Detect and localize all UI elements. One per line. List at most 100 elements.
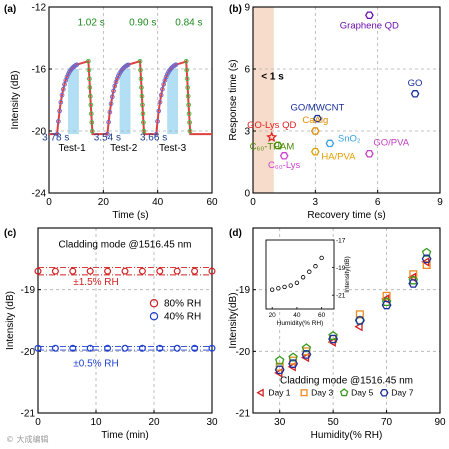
y-tick-label: -21 — [21, 409, 36, 420]
y-axis-label: Intensity(dB) — [344, 256, 351, 293]
data-point — [301, 343, 312, 353]
rise-marker — [184, 67, 190, 73]
fall-marker — [173, 62, 179, 68]
x-tick-label: 60 — [206, 197, 218, 208]
data-point — [307, 269, 312, 274]
data-point — [381, 300, 392, 310]
panel-label: (b) — [229, 4, 242, 15]
data-point — [273, 141, 283, 150]
point-label: CaAlg — [302, 115, 328, 126]
data-point — [269, 287, 275, 292]
data-point — [325, 139, 335, 148]
fall-marker — [111, 88, 116, 94]
data-point — [121, 267, 129, 275]
rise-time-label: 0.90 s — [129, 18, 156, 29]
data-point — [266, 131, 278, 143]
x-tick-label: 40 — [152, 197, 164, 208]
plot-frame — [37, 227, 213, 414]
fall-marker — [158, 92, 164, 98]
rise-marker — [88, 102, 94, 108]
data-point — [156, 344, 164, 352]
rise-time-label: 1.02 s — [77, 18, 104, 29]
x-axis-label: Time (min) — [101, 430, 148, 441]
y-tick-label: -19 — [336, 265, 346, 272]
y-tick-label: -12 — [32, 3, 47, 14]
data-point — [328, 334, 339, 344]
fall-marker — [156, 108, 162, 114]
data-point — [421, 254, 432, 264]
y-tick-label: -20 — [32, 127, 47, 138]
fall-time-label: 3.78 s — [42, 132, 69, 143]
y-axis-label: Intensity(dB) — [228, 292, 239, 348]
panel-b: (b) 0 3 6 9 0 3 6 9 Recovery time (s) Response tim… — [228, 3, 443, 222]
x-axis-label: Time (s) — [112, 210, 148, 221]
panel-label: (c) — [4, 228, 16, 239]
fall-marker — [106, 119, 111, 125]
y-tick-label: 0 — [244, 189, 250, 200]
data-point — [355, 310, 364, 319]
x-tick-label: 20 — [148, 417, 160, 428]
fall-marker — [54, 131, 60, 137]
data-point — [208, 344, 216, 352]
rise-marker — [184, 76, 190, 82]
fall-marker — [64, 74, 70, 80]
x-tick-label: 3 — [313, 197, 319, 208]
x-tick-label: 30 — [274, 417, 286, 428]
data-point — [156, 267, 164, 275]
legend-label: 40% RH — [164, 312, 201, 323]
x-axis-label: Humidity(% RH) — [311, 430, 383, 441]
y-tick-label: -21 — [236, 409, 251, 420]
y-tick-label: -19 — [21, 285, 36, 296]
x-tick-label: 20 — [269, 312, 277, 319]
rise-marker — [88, 111, 94, 117]
fall-marker — [157, 99, 163, 105]
panel-c: (c) 0 10 20 30 -21 -20 -19 Time (min) Intensity (… — [4, 227, 218, 441]
fall-marker — [60, 86, 66, 92]
data-point — [138, 344, 146, 352]
stimulus-band — [68, 69, 79, 135]
y-tick-label: -17 — [336, 238, 346, 245]
rise-marker — [186, 102, 191, 108]
data-point — [274, 355, 285, 365]
x-tick-label: 90 — [434, 417, 446, 428]
y-axis-label: Response time (s) — [228, 59, 239, 140]
legend-label: Day 3 — [311, 388, 333, 398]
rise-marker — [87, 93, 93, 99]
data-point — [191, 344, 199, 352]
panel-d: (d) 30 50 70 90 -21 -20 -19 Humidity(% RH) Intens… — [228, 227, 446, 441]
rise-marker — [185, 93, 191, 99]
y-axis-label: Intensity (dB) — [5, 291, 16, 350]
data-point — [288, 359, 299, 368]
stimulus-band — [167, 69, 179, 135]
data-point — [354, 316, 365, 325]
inset-chart: 20 40 60 -21 -19 -17 Humidity(% RH) Intensity(d… — [265, 238, 351, 327]
y-tick-label: -19 — [236, 285, 251, 296]
fall-marker — [125, 62, 131, 68]
data-point — [319, 255, 324, 261]
data-point — [276, 286, 281, 291]
data-point — [104, 267, 112, 275]
y-tick-label: -20 — [236, 347, 251, 358]
rise-time-label: 0.84 s — [175, 18, 202, 29]
data-point — [173, 344, 181, 352]
data-point — [173, 267, 181, 275]
rise-marker — [183, 58, 189, 64]
rise-marker — [138, 67, 143, 73]
y-axis-label: Intensity (dB) — [10, 71, 21, 130]
rise-marker — [187, 120, 192, 125]
fall-marker — [108, 101, 114, 107]
fall-marker — [164, 71, 170, 77]
band-label: ±1.5% RH — [73, 277, 119, 288]
band-label: ±0.5% RH — [73, 358, 119, 369]
y-tick-label: -20 — [21, 347, 36, 358]
x-tick-label: 60 — [318, 312, 326, 319]
data-point — [409, 270, 418, 279]
data-point — [408, 279, 419, 288]
legend-label: Day 7 — [391, 388, 413, 398]
fall-marker — [65, 71, 71, 77]
data-point — [51, 267, 59, 275]
fall-marker — [161, 82, 166, 87]
data-point — [365, 11, 374, 20]
data-point — [274, 365, 285, 375]
stimulus-band — [119, 69, 131, 135]
